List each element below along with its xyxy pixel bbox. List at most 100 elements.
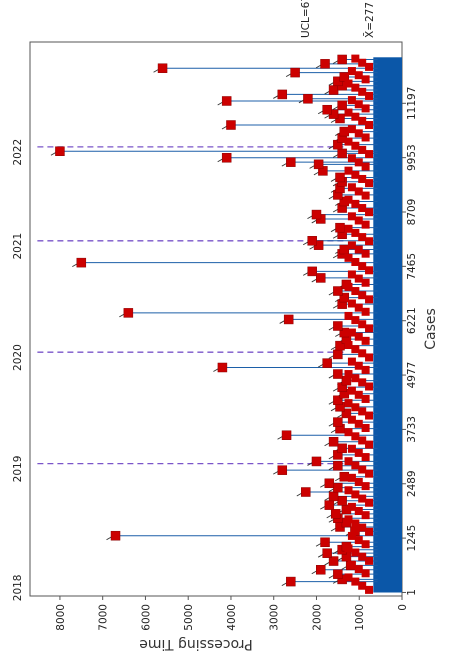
out-of-control-point xyxy=(324,478,335,489)
cluster-point xyxy=(361,482,370,491)
cluster-point xyxy=(347,560,356,569)
cluster-point xyxy=(365,469,374,478)
cluster-point xyxy=(344,428,353,437)
cluster-point xyxy=(347,299,356,308)
cluster-point xyxy=(361,133,370,142)
out-of-control-point xyxy=(337,148,347,159)
cluster-point xyxy=(344,573,353,582)
cluster-point xyxy=(344,370,353,379)
y-tick-label: 7000 xyxy=(98,604,110,631)
cluster-point xyxy=(361,278,370,287)
cluster-point xyxy=(347,212,356,221)
cluster-point xyxy=(351,403,360,412)
out-of-control-point xyxy=(313,159,324,170)
cluster-point xyxy=(351,170,360,179)
x-tick-label: 2489 xyxy=(406,470,418,497)
cluster-point xyxy=(344,195,353,204)
cluster-point xyxy=(354,361,363,370)
out-of-control-point xyxy=(339,72,350,82)
out-of-control-point xyxy=(322,104,332,115)
cluster-point xyxy=(358,320,367,329)
cluster-point xyxy=(358,204,367,213)
cluster-point xyxy=(361,540,370,549)
x-tick-label: 4977 xyxy=(406,362,418,389)
cluster-point xyxy=(354,100,363,109)
out-of-control-point xyxy=(328,85,339,95)
cluster-point xyxy=(351,257,360,266)
in-control-band xyxy=(373,57,402,593)
out-of-control-point xyxy=(316,565,326,575)
y-tick-label: 1000 xyxy=(354,604,366,631)
center-line-label: X̄=277 xyxy=(363,2,376,38)
cluster-point xyxy=(344,457,353,466)
cluster-point xyxy=(344,340,353,349)
out-of-control-point xyxy=(328,491,339,502)
out-of-control-point xyxy=(55,146,65,156)
cluster-point xyxy=(358,291,367,300)
out-of-control-point xyxy=(339,126,350,137)
cluster-point xyxy=(351,577,360,586)
cluster-point xyxy=(351,490,360,499)
cluster-point xyxy=(351,287,360,296)
cluster-point xyxy=(361,424,370,433)
cluster-point xyxy=(344,166,353,175)
out-of-control-point xyxy=(328,556,339,566)
cluster-point xyxy=(358,145,367,154)
cluster-point xyxy=(347,386,356,395)
cluster-point xyxy=(358,494,367,503)
out-of-control-point xyxy=(316,273,326,283)
cluster-point xyxy=(347,357,356,366)
cluster-point xyxy=(361,75,370,84)
cluster-point xyxy=(351,519,360,528)
y-tick-label: 0 xyxy=(397,604,409,611)
out-of-control-point xyxy=(337,54,347,65)
ucl-label: UCL=671 xyxy=(300,0,312,38)
cluster-point xyxy=(354,71,363,80)
cluster-point xyxy=(365,237,374,246)
cluster-point xyxy=(365,179,374,188)
cluster-point xyxy=(358,523,367,532)
cluster-point xyxy=(365,353,374,362)
cluster-point xyxy=(365,121,374,130)
x-tick-label: 6221 xyxy=(406,307,418,334)
out-of-control-point xyxy=(335,222,345,233)
cluster-point xyxy=(351,316,360,325)
phase-boundaries: 2018 2019 2020 2021 2022 xyxy=(12,139,344,601)
out-of-control-point xyxy=(341,408,352,419)
cluster-point xyxy=(354,477,363,486)
cluster-point xyxy=(344,79,353,88)
out-of-control-point xyxy=(303,94,313,104)
cluster-point xyxy=(365,440,374,449)
out-of-control-point xyxy=(320,59,330,69)
cluster-point xyxy=(354,390,363,399)
cluster-point xyxy=(365,585,374,594)
y-tick-label: 8000 xyxy=(55,604,67,631)
cluster-point xyxy=(358,174,367,183)
cluster-point xyxy=(354,216,363,225)
cluster-point xyxy=(347,531,356,540)
cluster-point xyxy=(347,154,356,163)
cluster-point xyxy=(361,249,370,258)
out-of-control-point xyxy=(324,500,335,510)
y-tick-label: 2000 xyxy=(311,604,323,631)
out-of-control-point xyxy=(311,456,322,467)
out-of-control-point xyxy=(333,349,343,360)
cluster-point xyxy=(365,208,374,217)
out-of-control-point xyxy=(123,308,134,318)
cluster-point xyxy=(365,498,374,507)
out-of-control-point xyxy=(333,369,343,379)
cluster-point xyxy=(358,58,367,67)
out-of-control-point xyxy=(322,548,332,558)
out-of-control-point xyxy=(333,395,343,406)
cluster-point xyxy=(351,141,360,150)
out-of-control-point xyxy=(337,443,347,454)
cluster-point xyxy=(358,116,367,125)
cluster-point xyxy=(365,295,374,304)
y-axis-ticks: 0 1000 2000 3000 4000 5000 6000 7000 8000 xyxy=(55,596,409,631)
cluster-point xyxy=(354,536,363,545)
out-of-control-point xyxy=(221,153,232,163)
out-of-control-point xyxy=(333,321,343,331)
out-of-control-point xyxy=(157,63,168,73)
out-of-control-point xyxy=(333,569,343,579)
out-of-control-point xyxy=(339,292,350,303)
